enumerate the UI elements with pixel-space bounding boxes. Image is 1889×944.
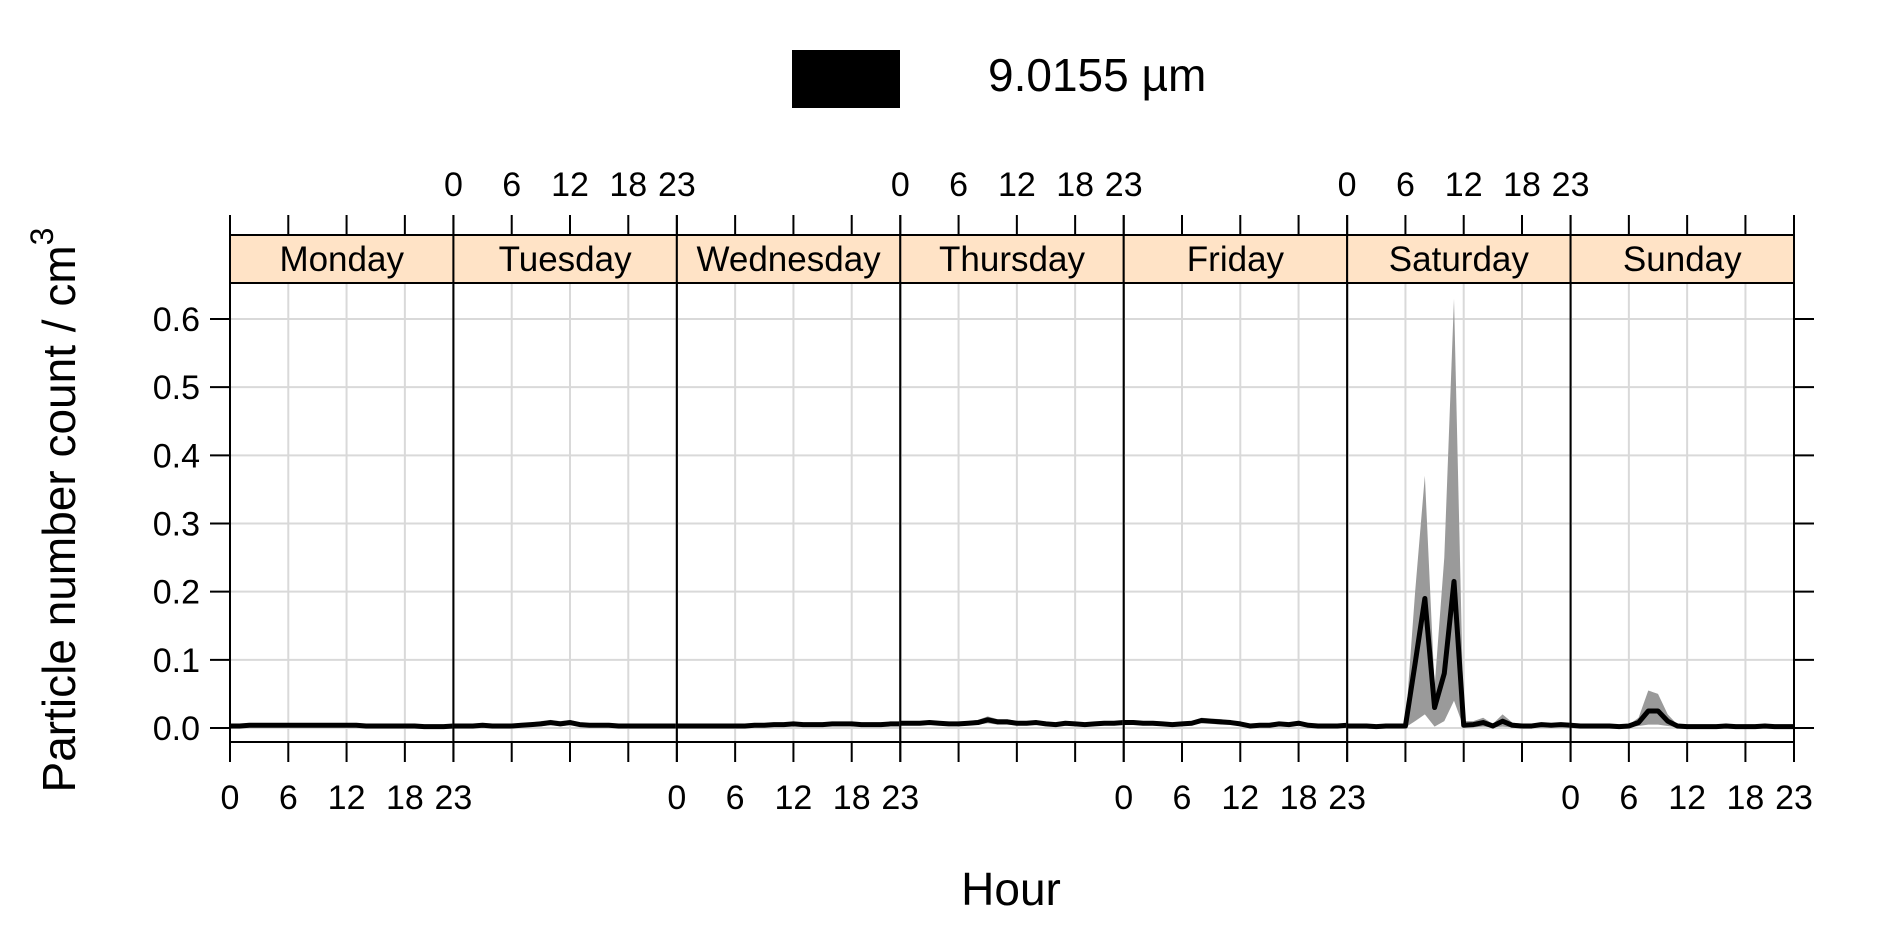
strip-label: Saturday: [1389, 240, 1530, 279]
x-tick-label-top: 0: [891, 166, 910, 204]
x-tick-label: 6: [279, 779, 298, 817]
series-line: [1347, 578, 1571, 730]
x-tick-label: 23: [881, 779, 919, 817]
x-tick-label: 18: [833, 779, 871, 817]
x-tick-label-top: 6: [502, 166, 521, 204]
series-line: [900, 717, 1124, 728]
y-tick-label: 0.0: [153, 710, 200, 748]
series-line: [1570, 708, 1794, 730]
x-tick-label-top: 18: [609, 166, 647, 204]
strip-label: Monday: [279, 240, 404, 279]
x-tick-label-top: 23: [1552, 166, 1590, 204]
panel-border: [452, 282, 678, 743]
panel-friday: Friday 0 6 12 18 23: [1114, 215, 1366, 817]
x-tick-label-top: 6: [949, 166, 968, 204]
y-axis-title-text: Particle number count / cm: [33, 245, 85, 792]
x-tick-label-top: 6: [1396, 166, 1415, 204]
x-tick-label-top: 23: [658, 166, 696, 204]
panel-tuesday: Tuesday 0 6 12 18 23: [444, 166, 696, 762]
panel-sunday: Sunday 0 6 12 18 23: [1561, 215, 1813, 817]
y-tick-label: 0.2: [153, 574, 200, 612]
x-tick-label: 12: [1668, 779, 1706, 817]
series-line: [1123, 718, 1348, 729]
series-line: [676, 721, 901, 729]
strip-label: Tuesday: [499, 240, 632, 279]
x-tick-label: 18: [1727, 779, 1765, 817]
x-tick-label-top: 18: [1503, 166, 1541, 204]
strip-wednesday: [675, 234, 902, 284]
x-tick-label: 6: [1619, 779, 1638, 817]
x-tick-label-top: 0: [444, 166, 463, 204]
legend-label: 9.0155 µm: [988, 49, 1206, 101]
panel-thursday: Thursday 0 6 12 18 23: [891, 166, 1143, 762]
x-tick-label-top: 18: [1056, 166, 1094, 204]
x-tick-label: 12: [328, 779, 366, 817]
x-tick-label: 0: [667, 779, 686, 817]
x-tick-label: 6: [726, 779, 745, 817]
panel-border: [229, 282, 455, 743]
band-area: [1347, 298, 1571, 728]
series-line: [230, 722, 454, 730]
x-tick-label: 6: [1173, 779, 1192, 817]
x-tick-label-top: 12: [551, 166, 589, 204]
x-tick-label-top: 0: [1338, 166, 1357, 204]
y-tick-label: 0.1: [153, 642, 200, 680]
y-tick-label: 0.5: [153, 369, 200, 407]
x-tick-label: 23: [435, 779, 473, 817]
strip-monday: [229, 234, 455, 284]
x-tick-label: 23: [1328, 779, 1366, 817]
x-tick-label: 0: [1114, 779, 1133, 817]
x-tick-label: 23: [1775, 779, 1813, 817]
strip-label: Thursday: [939, 240, 1085, 279]
panel-border: [1569, 282, 1795, 743]
x-tick-label: 12: [1221, 779, 1259, 817]
y-tick-label: 0.4: [153, 437, 200, 475]
x-tick-label-top: 12: [1445, 166, 1483, 204]
x-tick-label: 18: [1280, 779, 1318, 817]
strip-label: Friday: [1187, 240, 1285, 279]
panel-saturday: Saturday 0 6 12 18 23: [1338, 166, 1590, 762]
panel-border: [1122, 282, 1349, 743]
y-axis-title: Particle number count / cm3: [24, 228, 85, 793]
panel-wednesday: Wednesday 0 6 12 18 23: [667, 215, 919, 817]
y-axis-title-superscript: 3: [24, 228, 60, 246]
x-tick-label: 0: [221, 779, 240, 817]
x-tick-label-top: 12: [998, 166, 1036, 204]
y-tick-label: 0.3: [153, 505, 200, 543]
x-tick-label: 18: [386, 779, 424, 817]
x-tick-label-top: 23: [1105, 166, 1143, 204]
strip-thursday: [899, 234, 1125, 284]
band-area: [1570, 690, 1794, 728]
series-line: [453, 720, 677, 729]
x-axis-title: Hour: [961, 863, 1061, 915]
x-tick-label: 12: [775, 779, 813, 817]
strip-label: Wednesday: [696, 240, 881, 279]
panel-monday: Monday 0 6 12 18 23: [221, 215, 473, 817]
legend-swatch: [792, 50, 900, 108]
strip-sunday: [1569, 234, 1795, 284]
legend: 9.0155 µm: [792, 49, 1206, 108]
svg-text:Particle number count / cm3: Particle number count / cm3: [24, 228, 85, 793]
panel-border: [899, 282, 1125, 743]
panel-border: [675, 282, 902, 743]
strip-label: Sunday: [1623, 240, 1742, 279]
y-tick-label: 0.6: [153, 301, 200, 339]
x-tick-label: 0: [1561, 779, 1580, 817]
